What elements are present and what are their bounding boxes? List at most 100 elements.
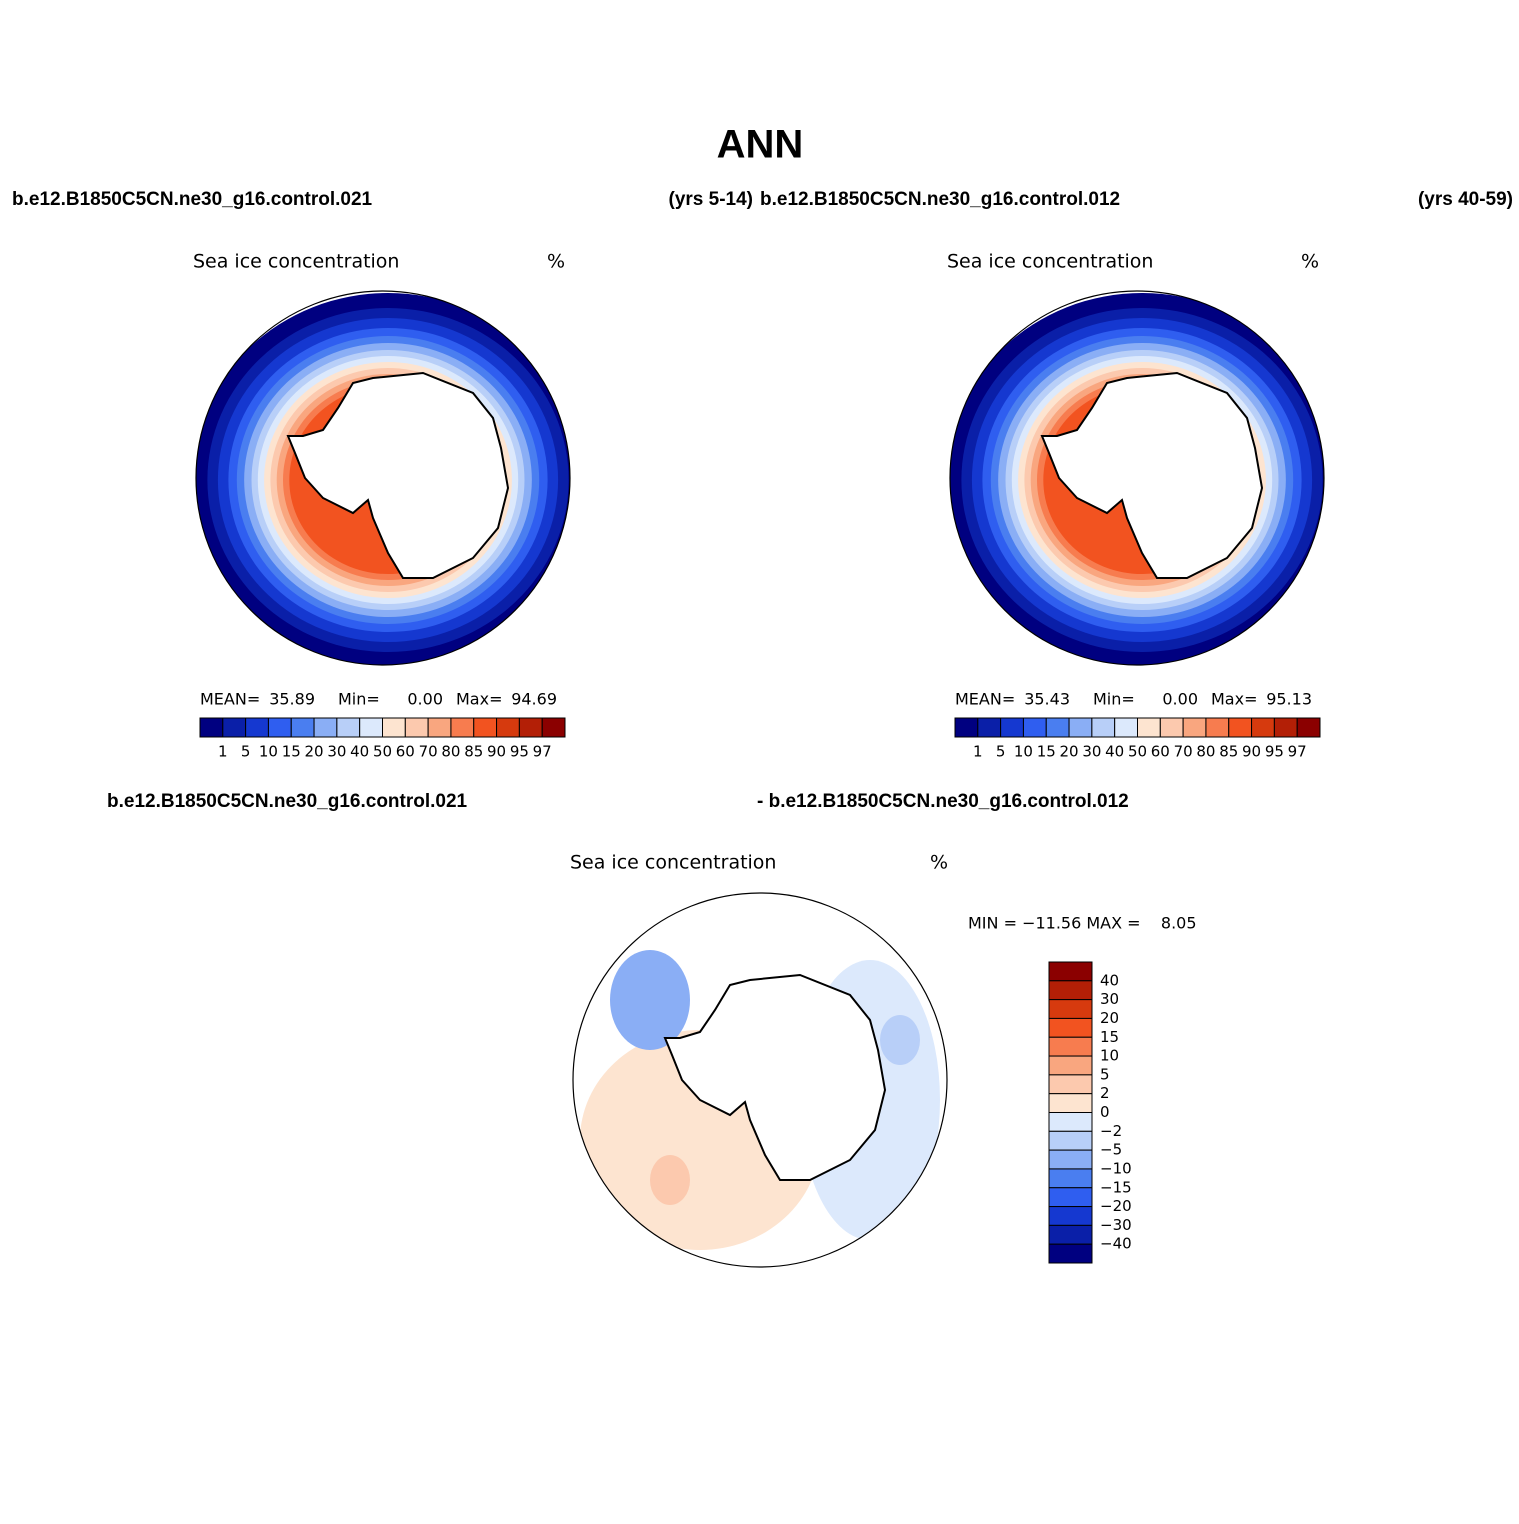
colorbar-box <box>1048 980 1093 1001</box>
colorbar-box <box>473 717 498 738</box>
colorbar-box <box>1022 717 1047 738</box>
map-border <box>572 892 948 1268</box>
colorbar-label: 40 <box>350 743 369 761</box>
colorbar-box <box>313 717 338 738</box>
colorbar-box <box>1048 1074 1093 1095</box>
colorbar-label: 50 <box>1128 743 1147 761</box>
colorbar-label: −20 <box>1100 1197 1132 1215</box>
colorbar-box <box>496 717 520 738</box>
colorbar-label: 90 <box>1242 743 1261 761</box>
stat: Min= <box>338 690 380 709</box>
colorbar-label: 95 <box>1265 743 1284 761</box>
colorbar-box <box>1048 1112 1093 1132</box>
colorbar-box <box>1048 1130 1093 1151</box>
colorbar-label: 85 <box>464 743 483 761</box>
anomaly <box>650 1155 690 1205</box>
stat: Min= <box>1093 690 1135 709</box>
stat: 95.13 <box>1266 690 1312 709</box>
map <box>196 293 570 665</box>
antarctica <box>1040 371 1264 579</box>
colorbar-box <box>1048 1168 1093 1189</box>
colorbar-box <box>1048 1243 1093 1264</box>
colorbar-label: 0 <box>1100 1103 1110 1121</box>
colorbar-box <box>290 717 315 738</box>
colorbar-label: 15 <box>1100 1028 1119 1046</box>
colorbar-label: −10 <box>1100 1159 1132 1177</box>
colorbar-box <box>199 717 224 738</box>
colorbar-box <box>222 717 247 738</box>
colorbar-box <box>1251 717 1275 738</box>
units: % <box>930 852 948 874</box>
colorbar-label: −5 <box>1100 1141 1122 1159</box>
colorbar-box <box>245 717 269 738</box>
map <box>950 293 1324 665</box>
colorbar-label: 10 <box>259 743 278 761</box>
colorbar-label: 60 <box>1151 743 1170 761</box>
case-name: b.e12.B1850C5CN.ne30_g16.control.021 <box>12 189 373 210</box>
colorbar-label: 97 <box>1288 743 1307 761</box>
colorbar-label: 30 <box>1082 743 1101 761</box>
colorbar-label: 60 <box>396 743 415 761</box>
colorbar-box <box>954 717 979 738</box>
colorbar-box <box>1137 717 1161 738</box>
colorbar-label: 5 <box>241 743 251 761</box>
stat: MEAN= <box>200 690 260 709</box>
colorbar-box <box>359 717 383 738</box>
stat: 0.00 <box>407 690 443 709</box>
plot-label: Sea ice concentration <box>570 852 776 874</box>
colorbar-label: 85 <box>1219 743 1238 761</box>
colorbar-box <box>1159 717 1184 738</box>
colorbar-box <box>267 717 292 738</box>
colorbar-box <box>1048 1224 1093 1245</box>
colorbar-label: −2 <box>1100 1122 1122 1140</box>
colorbar-box <box>1228 717 1253 738</box>
colorbar-label: 15 <box>1037 743 1056 761</box>
stat: 94.69 <box>511 690 557 709</box>
colorbar-label: 2 <box>1100 1084 1110 1102</box>
colorbar-box <box>1000 717 1024 738</box>
colorbar-box <box>1048 999 1093 1019</box>
units: % <box>1301 251 1319 273</box>
colorbar-box <box>336 717 361 738</box>
colorbar-label: 20 <box>1060 743 1079 761</box>
colorbar-label: 5 <box>996 743 1006 761</box>
colorbar-label: 1 <box>973 743 983 761</box>
colorbar-box <box>1114 717 1138 738</box>
case-name: b.e12.B1850C5CN.ne30_g16.control.021 <box>107 791 468 812</box>
colorbar-box <box>1048 1055 1093 1076</box>
colorbar-label: 10 <box>1100 1047 1119 1065</box>
case-name: b.e12.B1850C5CN.ne30_g16.control.012 <box>760 189 1120 210</box>
colorbar-box <box>382 717 406 738</box>
colorbar-box <box>1296 717 1321 738</box>
stat: 35.43 <box>1024 690 1070 709</box>
colorbar-box <box>1273 717 1298 738</box>
anomaly <box>880 1015 920 1065</box>
colorbar-label: 80 <box>441 743 460 761</box>
colorbar-box <box>977 717 1002 738</box>
colorbar-box <box>1048 961 1093 982</box>
min-max: MIN = −11.56 MAX = 8.05 <box>968 914 1197 933</box>
stat: Max= <box>456 690 502 709</box>
colorbar-label: 97 <box>533 743 552 761</box>
colorbar-label: −15 <box>1100 1178 1132 1196</box>
colorbar-box <box>450 717 475 738</box>
stat: Max= <box>1211 690 1257 709</box>
stat: 0.00 <box>1162 690 1198 709</box>
colorbar-label: 90 <box>487 743 506 761</box>
colorbar-label: 95 <box>510 743 529 761</box>
map <box>573 893 947 1267</box>
figure-title: ANN <box>717 123 804 167</box>
colorbar-label: 40 <box>1100 971 1119 989</box>
colorbar-box <box>1048 1017 1093 1038</box>
colorbar-box <box>1048 1036 1093 1057</box>
colorbar-label: 15 <box>282 743 301 761</box>
colorbar-label: 40 <box>1105 743 1124 761</box>
map-border <box>949 290 1325 666</box>
colorbar-label: 10 <box>1014 743 1033 761</box>
colorbar-label: 50 <box>373 743 392 761</box>
colorbar-box <box>1048 1206 1093 1226</box>
case-name: - b.e12.B1850C5CN.ne30_g16.control.012 <box>757 791 1129 812</box>
antarctica <box>286 371 510 579</box>
years: (yrs 5-14) <box>669 189 754 210</box>
